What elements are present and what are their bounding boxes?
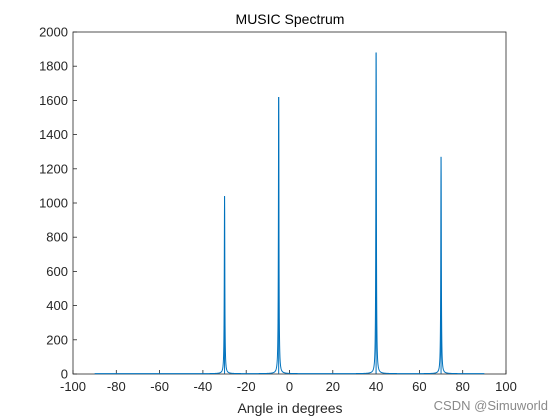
y-tick-label: 200 (46, 332, 68, 347)
y-tick-label: 400 (46, 298, 68, 313)
x-tick-label: 80 (455, 379, 469, 394)
x-tick-label: 60 (412, 379, 426, 394)
y-tick-label: 1200 (39, 161, 68, 176)
x-tick-label: 0 (286, 379, 293, 394)
y-tick-label: 800 (46, 230, 68, 245)
x-tick-label: -40 (194, 379, 213, 394)
x-tick-label: 20 (326, 379, 340, 394)
y-tick-label: 1600 (39, 93, 68, 108)
y-tick-label: 1400 (39, 127, 68, 142)
x-tick-label: -60 (150, 379, 169, 394)
x-tick-label: -20 (237, 379, 256, 394)
spectrum-series (94, 52, 485, 375)
y-tick-label: 1800 (39, 59, 68, 74)
spectrum-line (94, 52, 485, 375)
x-tick-label: -80 (107, 379, 126, 394)
y-tick-label: 1000 (39, 196, 68, 211)
y-tick-label: 2000 (39, 25, 68, 40)
x-axis-ticks: -100 -80 -60 -40 -20 0 20 40 60 80 100 (60, 370, 517, 394)
y-axis-ticks: 0 200 400 600 800 1000 1200 1400 1600 1800 2000 (39, 25, 77, 382)
x-tick-label: -100 (60, 379, 86, 394)
y-tick-label: 600 (46, 264, 68, 279)
y-tick-label: 0 (61, 367, 68, 382)
x-tick-label: 40 (369, 379, 383, 394)
x-tick-label: 100 (495, 379, 517, 394)
chart-title: MUSIC Spectrum (236, 11, 345, 27)
x-axis-label: Angle in degrees (237, 400, 342, 416)
csdn-watermark: CSDN @Simuworld (434, 398, 548, 413)
plot-area (72, 31, 507, 375)
